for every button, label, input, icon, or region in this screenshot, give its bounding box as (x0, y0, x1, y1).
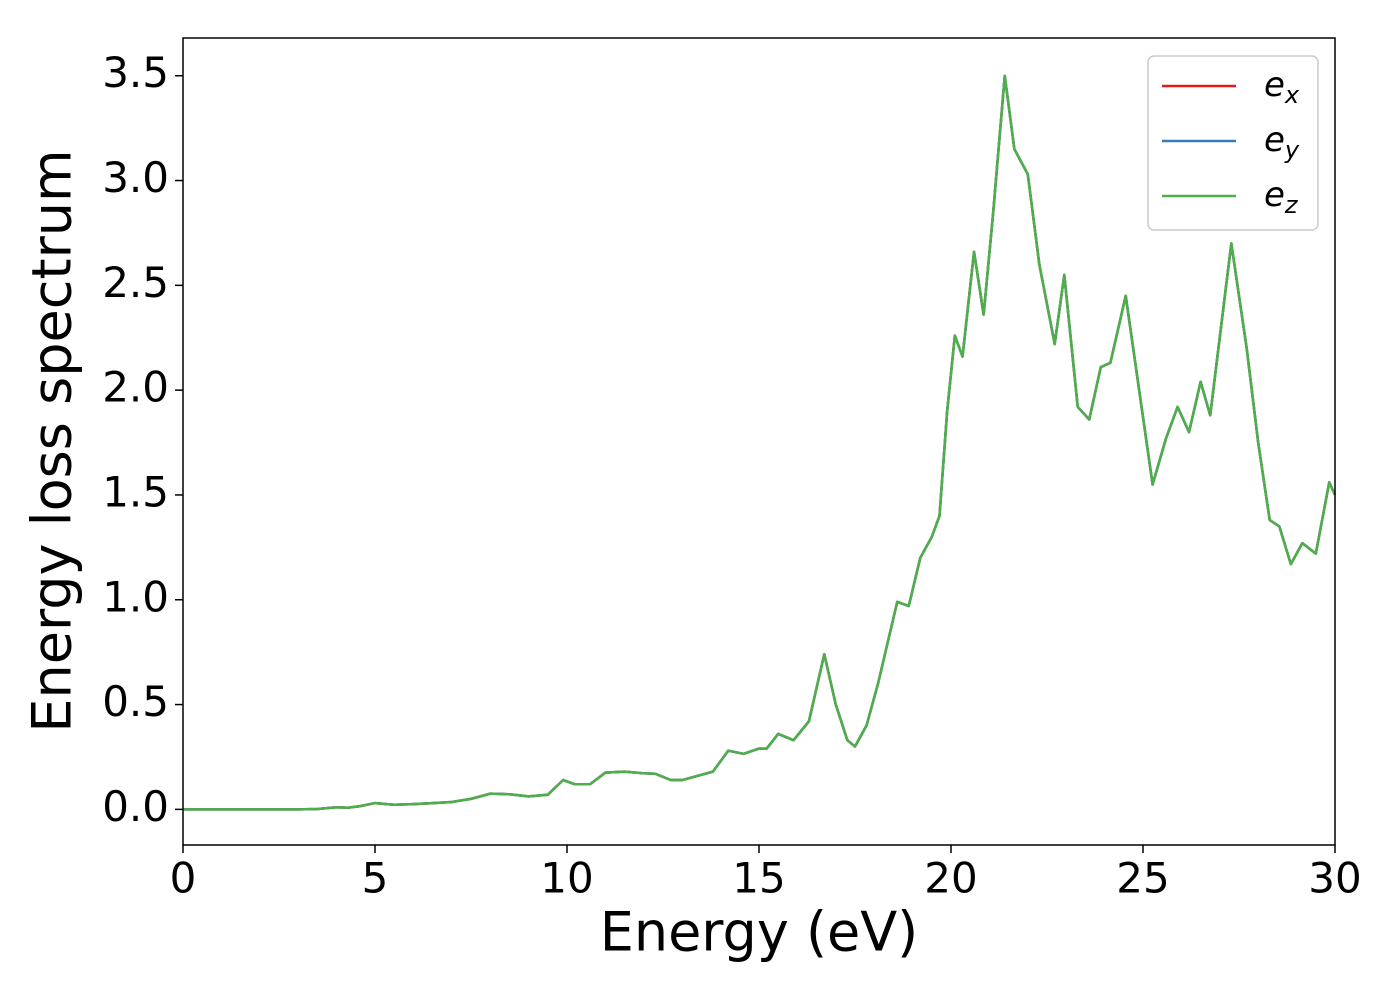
y-tick-label: 2.0 (102, 363, 169, 412)
y-tick-label: 2.5 (102, 258, 169, 307)
series-line (183, 74, 1337, 811)
y-tick-label: 3.0 (102, 153, 169, 202)
y-tick-label: 1.0 (102, 572, 169, 621)
x-tick-label: 0 (170, 854, 197, 903)
legend-box (1147, 55, 1319, 231)
x-axis-label: Energy (eV) (600, 901, 919, 964)
x-tick-label: 15 (732, 854, 785, 903)
y-tick-label: 0.5 (102, 677, 169, 726)
x-tick-label: 30 (1308, 854, 1361, 903)
x-tick-label: 20 (924, 854, 977, 903)
legend-label: ez (1264, 175, 1299, 220)
x-tick-label: 25 (1116, 854, 1169, 903)
y-tick-label: 1.5 (102, 467, 169, 516)
y-tick-label: 3.5 (102, 48, 169, 97)
plot-frame (182, 37, 1336, 846)
x-tick-label: 5 (362, 854, 389, 903)
x-tick-label: 10 (540, 854, 593, 903)
y-tick-label: 0.0 (102, 782, 169, 831)
y-axis-label: Energy loss spectrum (21, 149, 84, 732)
legend-label: ey (1264, 120, 1300, 165)
legend-label: ex (1264, 65, 1300, 110)
